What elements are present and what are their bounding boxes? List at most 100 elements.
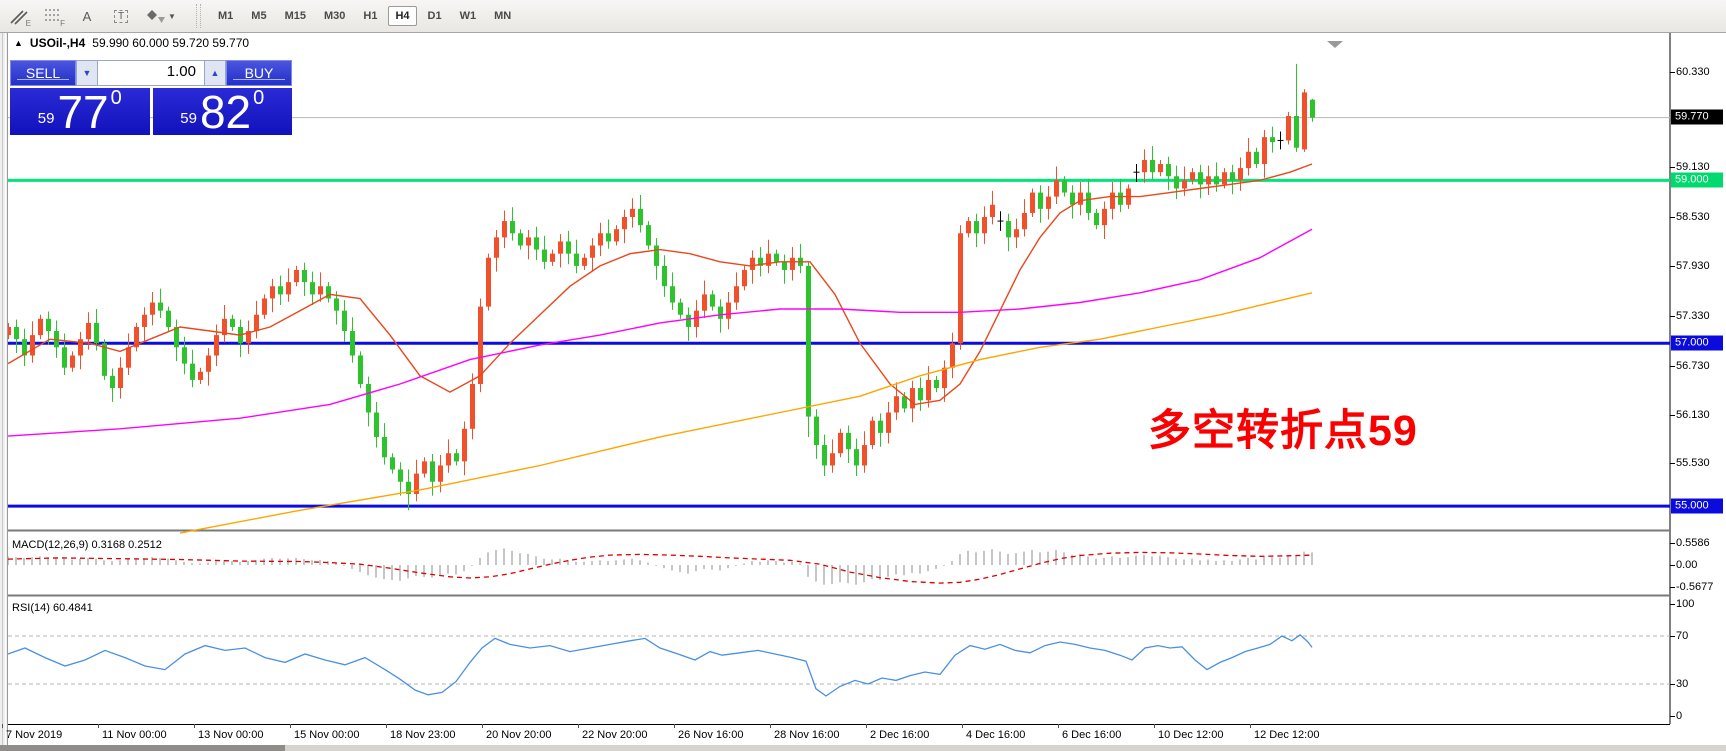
time-axis-label: 13 Nov 00:00 (198, 729, 264, 741)
price-axis-label: 30 (1676, 678, 1689, 690)
candle (878, 413, 883, 447)
price-axis-badge: 55.000 (1671, 498, 1723, 514)
axis-tick (1670, 415, 1675, 416)
chart-shift-marker-icon[interactable] (1327, 41, 1343, 48)
candle (302, 262, 307, 297)
candle (518, 229, 523, 250)
candle (390, 453, 395, 474)
equidistant-channel-icon[interactable]: E (4, 3, 34, 29)
candle (1054, 166, 1059, 204)
axis-tick (1670, 543, 1675, 544)
timeframe-button-m30[interactable]: M30 (323, 10, 346, 22)
candle (294, 265, 299, 287)
horizontal-scrollbar[interactable] (0, 745, 1726, 751)
candle (494, 230, 499, 272)
horizontal-level-lines[interactable] (8, 178, 1670, 508)
candle (1078, 181, 1083, 216)
candle (990, 190, 995, 225)
candle (486, 253, 491, 311)
candle (182, 336, 187, 375)
macd-histogram (7, 548, 1313, 585)
toolbar: E F A T ▼ M1 M5 M15 M30 H1 H4 D1 W1 MN (0, 0, 1726, 33)
scrollbar-thumb[interactable] (0, 745, 285, 751)
timeframe-button-h4[interactable]: H4 (388, 6, 417, 26)
candle (462, 421, 467, 476)
axis-tick (1670, 684, 1675, 685)
candle (126, 333, 131, 376)
axis-tick (1670, 366, 1675, 367)
candle (622, 209, 627, 244)
rsi-line (7, 633, 1313, 697)
buy-button[interactable]: BUY (226, 60, 292, 86)
price-axis-label: 57.330 (1676, 310, 1710, 322)
candle (502, 210, 507, 248)
candle (134, 322, 139, 352)
timeframe-button-m5[interactable]: M5 (251, 10, 267, 22)
candle (1022, 199, 1027, 237)
icon-sub-label: E (25, 19, 31, 28)
volume-decrease-button[interactable]: ▼ (76, 60, 98, 86)
collapse-triangle-icon[interactable]: ▲ (14, 38, 23, 48)
time-axis-label: 26 Nov 16:00 (678, 729, 744, 741)
time-axis-tick (2, 724, 3, 728)
candle (950, 332, 955, 379)
candle (1198, 164, 1203, 199)
label-icon[interactable]: T (106, 3, 136, 29)
candle (366, 376, 371, 427)
shapes-icon[interactable]: ▼ (140, 3, 182, 29)
candle (918, 377, 923, 411)
axis-tick (1670, 587, 1675, 588)
candle (1158, 159, 1163, 177)
price-axis-label: 0.00 (1676, 559, 1698, 571)
candle (718, 299, 723, 333)
bid-price-tile[interactable]: 59 77 0 (10, 87, 150, 135)
ask-price-tile[interactable]: 59 82 0 (152, 87, 292, 135)
price-axis-label: 56.130 (1676, 409, 1710, 421)
timeframe-button-w1[interactable]: W1 (459, 10, 477, 22)
timeframe-button-h1[interactable]: H1 (363, 10, 378, 22)
candle (750, 250, 755, 284)
candle (150, 291, 155, 326)
candle (222, 304, 227, 343)
candle (398, 462, 403, 496)
candle (598, 222, 603, 257)
timeframe-button-m1[interactable]: M1 (218, 10, 234, 22)
candle (726, 291, 731, 330)
candle (454, 449, 459, 466)
price-axis-label: 60.330 (1676, 66, 1710, 78)
label-icon-glyph: T (113, 9, 129, 23)
candle (478, 298, 483, 393)
candle (526, 230, 531, 260)
candle (1286, 111, 1291, 145)
candle (1190, 168, 1195, 185)
bid-price-int: 59 (37, 110, 55, 127)
candle (1133, 164, 1140, 182)
time-axis-label: 28 Nov 16:00 (774, 729, 840, 741)
candle (534, 226, 539, 261)
timeframe-button-d1[interactable]: D1 (427, 10, 442, 22)
candle (790, 247, 795, 281)
candle (1277, 131, 1284, 150)
candle (1110, 181, 1115, 220)
candle (326, 282, 331, 303)
timeframe-button-m15[interactable]: M15 (284, 10, 306, 22)
fibonacci-icon[interactable]: F (38, 3, 68, 29)
text-icon[interactable]: A (72, 3, 102, 29)
timeframe-button-mn[interactable]: MN (494, 10, 512, 22)
candle (30, 321, 35, 363)
time-axis-tick (482, 724, 483, 728)
volume-input[interactable]: 1.00 (98, 60, 204, 86)
candle (414, 459, 419, 502)
candle (1206, 165, 1211, 196)
volume-increase-button[interactable]: ▲ (204, 60, 226, 86)
sell-button[interactable]: SELL (10, 60, 76, 86)
candle (630, 198, 635, 228)
candle (1070, 185, 1075, 219)
candle (1102, 201, 1107, 239)
candle (174, 319, 179, 362)
candle (997, 211, 1004, 231)
time-axis-tick (578, 724, 579, 728)
candle (1046, 186, 1051, 220)
candle (430, 454, 435, 496)
